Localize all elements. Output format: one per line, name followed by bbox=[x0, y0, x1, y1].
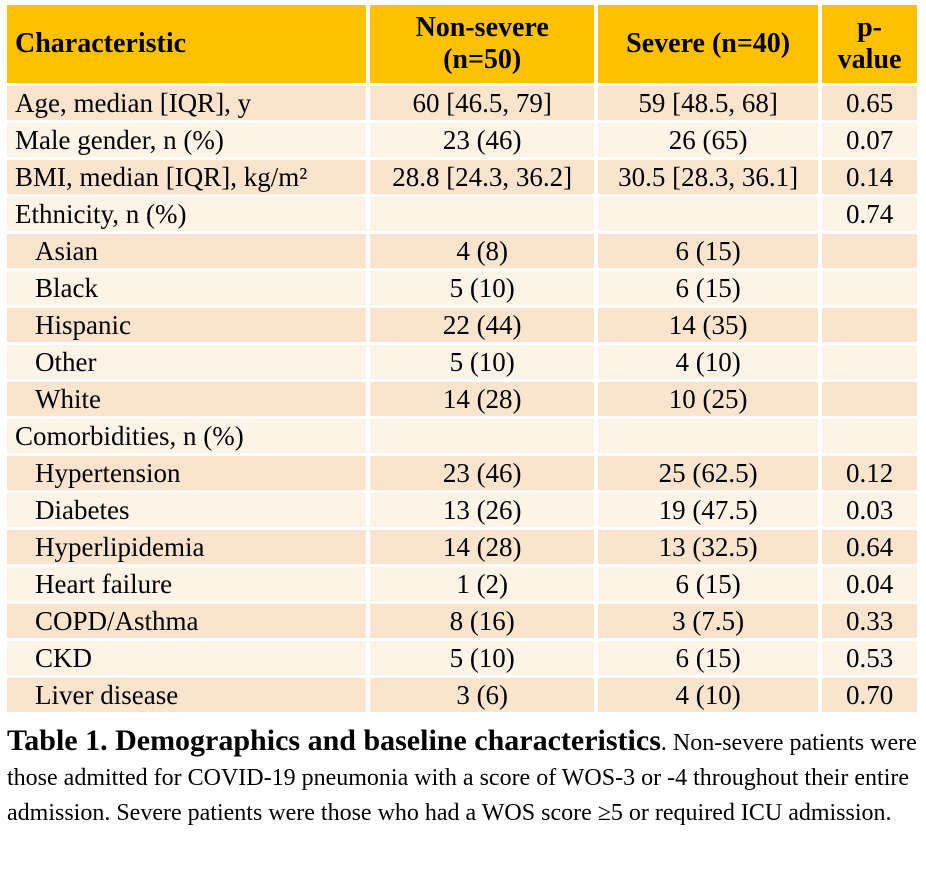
severe-value-cell: 4 (10) bbox=[598, 345, 819, 379]
severe-value-cell: 3 (7.5) bbox=[598, 604, 819, 638]
pvalue-cell: 0.12 bbox=[822, 456, 917, 490]
nonsevere-value-cell bbox=[370, 197, 595, 231]
severe-value-cell: 6 (15) bbox=[598, 567, 819, 601]
table-row: BMI, median [IQR], kg/m² 28.8 [24.3, 36.2… bbox=[7, 160, 917, 194]
demographics-table: Characteristic Non-severe (n=50) Severe … bbox=[3, 2, 921, 715]
table-row: Ethnicity, n (%) 0.74 bbox=[7, 197, 917, 231]
table-row: Black 5 (10) 6 (15) bbox=[7, 271, 917, 305]
caption-title: Table 1. Demographics and baseline chara… bbox=[7, 724, 661, 757]
table-header: Characteristic Non-severe (n=50) Severe … bbox=[7, 5, 917, 83]
severe-value-cell bbox=[598, 197, 819, 231]
pvalue-cell bbox=[822, 308, 917, 342]
nonsevere-value-cell: 5 (10) bbox=[370, 271, 595, 305]
table-row: Heart failure 1 (2) 6 (15) 0.04 bbox=[7, 567, 917, 601]
nonsevere-value-cell: 5 (10) bbox=[370, 641, 595, 675]
table-body: Age, median [IQR], y 60 [46.5, 79] 59 [48.… bbox=[7, 86, 917, 712]
table-row: Other 5 (10) 4 (10) bbox=[7, 345, 917, 379]
table-row: Age, median [IQR], y 60 [46.5, 79] 59 [48.… bbox=[7, 86, 917, 120]
severe-value-cell: 6 (15) bbox=[598, 641, 819, 675]
pvalue-cell bbox=[822, 419, 917, 453]
severe-value-cell: 10 (25) bbox=[598, 382, 819, 416]
nonsevere-value-cell: 23 (46) bbox=[370, 456, 595, 490]
pvalue-cell: 0.04 bbox=[822, 567, 917, 601]
column-header-severe: Severe (n=40) bbox=[598, 5, 819, 83]
table-row: Hypertension 23 (46) 25 (62.5) 0.12 bbox=[7, 456, 917, 490]
nonsevere-value-cell: 8 (16) bbox=[370, 604, 595, 638]
row-label-cell: Age, median [IQR], y bbox=[7, 86, 367, 120]
severe-value-cell bbox=[598, 419, 819, 453]
pvalue-cell: 0.03 bbox=[822, 493, 917, 527]
row-label-cell: Comorbidities, n (%) bbox=[7, 419, 367, 453]
row-label-cell: Hispanic bbox=[7, 308, 367, 342]
row-label-cell: Black bbox=[7, 271, 367, 305]
row-label-cell: Male gender, n (%) bbox=[7, 123, 367, 157]
column-header-characteristic: Characteristic bbox=[7, 5, 367, 83]
pvalue-cell: 0.70 bbox=[822, 678, 917, 712]
table-caption: Table 1. Demographics and baseline chara… bbox=[7, 723, 921, 831]
pvalue-cell: 0.74 bbox=[822, 197, 917, 231]
row-label-cell: CKD bbox=[7, 641, 367, 675]
caption-body: . Non-severe patients were those admitte… bbox=[7, 730, 917, 826]
table-row: Male gender, n (%) 23 (46) 26 (65) 0.07 bbox=[7, 123, 917, 157]
table-row: Hispanic 22 (44) 14 (35) bbox=[7, 308, 917, 342]
column-header-pvalue: p-value bbox=[822, 5, 917, 83]
nonsevere-value-cell: 28.8 [24.3, 36.2] bbox=[370, 160, 595, 194]
row-label-cell: Diabetes bbox=[7, 493, 367, 527]
nonsevere-value-cell: 14 (28) bbox=[370, 530, 595, 564]
severe-value-cell: 59 [48.5, 68] bbox=[598, 86, 819, 120]
pvalue-cell bbox=[822, 345, 917, 379]
table-row: COPD/Asthma 8 (16) 3 (7.5) 0.33 bbox=[7, 604, 917, 638]
table-row: CKD 5 (10) 6 (15) 0.53 bbox=[7, 641, 917, 675]
pvalue-cell: 0.64 bbox=[822, 530, 917, 564]
nonsevere-value-cell: 22 (44) bbox=[370, 308, 595, 342]
nonsevere-value-cell: 1 (2) bbox=[370, 567, 595, 601]
severe-value-cell: 13 (32.5) bbox=[598, 530, 819, 564]
pvalue-cell: 0.07 bbox=[822, 123, 917, 157]
table-row: Liver disease 3 (6) 4 (10) 0.70 bbox=[7, 678, 917, 712]
table-row: Diabetes 13 (26) 19 (47.5) 0.03 bbox=[7, 493, 917, 527]
nonsevere-value-cell: 5 (10) bbox=[370, 345, 595, 379]
nonsevere-value-cell: 3 (6) bbox=[370, 678, 595, 712]
severe-value-cell: 6 (15) bbox=[598, 234, 819, 268]
pvalue-cell bbox=[822, 234, 917, 268]
nonsevere-value-cell: 23 (46) bbox=[370, 123, 595, 157]
pvalue-cell bbox=[822, 382, 917, 416]
row-label-cell: Liver disease bbox=[7, 678, 367, 712]
severe-value-cell: 14 (35) bbox=[598, 308, 819, 342]
row-label-cell: Hypertension bbox=[7, 456, 367, 490]
pvalue-cell: 0.65 bbox=[822, 86, 917, 120]
severe-value-cell: 26 (65) bbox=[598, 123, 819, 157]
table-row: Comorbidities, n (%) bbox=[7, 419, 917, 453]
row-label-cell: Hyperlipidemia bbox=[7, 530, 367, 564]
pvalue-cell: 0.14 bbox=[822, 160, 917, 194]
severe-value-cell: 30.5 [28.3, 36.1] bbox=[598, 160, 819, 194]
severe-value-cell: 19 (47.5) bbox=[598, 493, 819, 527]
row-label-cell: Asian bbox=[7, 234, 367, 268]
table-row: Hyperlipidemia 14 (28) 13 (32.5) 0.64 bbox=[7, 530, 917, 564]
table-row: Asian 4 (8) 6 (15) bbox=[7, 234, 917, 268]
nonsevere-value-cell: 14 (28) bbox=[370, 382, 595, 416]
table-row: White 14 (28) 10 (25) bbox=[7, 382, 917, 416]
row-label-cell: Heart failure bbox=[7, 567, 367, 601]
column-header-nonsevere: Non-severe (n=50) bbox=[370, 5, 595, 83]
row-label-cell: White bbox=[7, 382, 367, 416]
pvalue-cell: 0.33 bbox=[822, 604, 917, 638]
row-label-cell: COPD/Asthma bbox=[7, 604, 367, 638]
row-label-cell: Ethnicity, n (%) bbox=[7, 197, 367, 231]
severe-value-cell: 6 (15) bbox=[598, 271, 819, 305]
nonsevere-value-cell: 60 [46.5, 79] bbox=[370, 86, 595, 120]
row-label-cell: BMI, median [IQR], kg/m² bbox=[7, 160, 367, 194]
severe-value-cell: 4 (10) bbox=[598, 678, 819, 712]
nonsevere-value-cell bbox=[370, 419, 595, 453]
nonsevere-value-cell: 4 (8) bbox=[370, 234, 595, 268]
severe-value-cell: 25 (62.5) bbox=[598, 456, 819, 490]
pvalue-cell: 0.53 bbox=[822, 641, 917, 675]
row-label-cell: Other bbox=[7, 345, 367, 379]
pvalue-cell bbox=[822, 271, 917, 305]
nonsevere-value-cell: 13 (26) bbox=[370, 493, 595, 527]
header-row: Characteristic Non-severe (n=50) Severe … bbox=[7, 5, 917, 83]
